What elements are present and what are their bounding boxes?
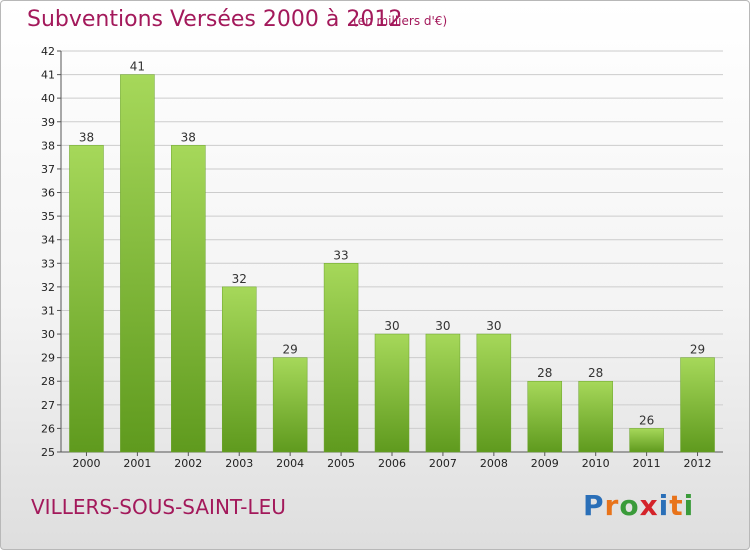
x-tick-label-2006: 2006 bbox=[378, 457, 406, 470]
proxiti-logo[interactable]: Proxiti bbox=[583, 489, 694, 522]
x-tick-label-2012: 2012 bbox=[684, 457, 712, 470]
bar-2005 bbox=[323, 263, 359, 453]
value-label-2011: 26 bbox=[639, 413, 654, 427]
x-tick-label-2007: 2007 bbox=[429, 457, 457, 470]
logo-letter: i bbox=[683, 489, 695, 522]
bar-2004 bbox=[272, 357, 308, 453]
bar-chart: 25 26 27 28 29 30 31 32 33 34 35 36 37 38 39 40 41 42 2000… bbox=[41, 45, 723, 470]
y-tick-label: 41 bbox=[41, 69, 55, 82]
logo-letter: P bbox=[583, 489, 605, 522]
y-tick-label: 28 bbox=[41, 375, 55, 388]
logo-letter: o bbox=[619, 489, 640, 522]
x-tick-label-2009: 2009 bbox=[531, 457, 559, 470]
x-tick-label-2008: 2008 bbox=[480, 457, 508, 470]
bar-2010 bbox=[578, 380, 613, 453]
logo-letter: r bbox=[604, 489, 620, 522]
chart-subtitle: (en milliers d'€) bbox=[353, 14, 448, 28]
x-tick-label-2003: 2003 bbox=[225, 457, 253, 470]
value-label-2005: 33 bbox=[333, 248, 348, 262]
value-label-2008: 30 bbox=[486, 319, 501, 333]
bar-2011 bbox=[629, 428, 664, 453]
y-tick-label: 33 bbox=[41, 257, 55, 270]
bar-2000 bbox=[69, 145, 104, 453]
value-label-2006: 30 bbox=[384, 319, 399, 333]
bar-2001 bbox=[120, 74, 155, 453]
logo-letter: t bbox=[669, 489, 684, 522]
commune-name: VILLERS-SOUS-SAINT-LEU bbox=[31, 495, 286, 519]
y-tick-label: 30 bbox=[41, 328, 55, 341]
logo-letter: i bbox=[658, 489, 670, 522]
logo-letter: x bbox=[639, 489, 659, 522]
x-tick-label-2011: 2011 bbox=[633, 457, 661, 470]
y-tick-label: 31 bbox=[41, 304, 55, 317]
bars bbox=[69, 74, 715, 453]
value-label-2010: 28 bbox=[588, 366, 603, 380]
value-label-2002: 38 bbox=[181, 130, 196, 144]
x-tick-label-2000: 2000 bbox=[72, 457, 100, 470]
bar-2012 bbox=[680, 357, 715, 453]
x-tick-label-2002: 2002 bbox=[174, 457, 202, 470]
x-tick-label-2004: 2004 bbox=[276, 457, 304, 470]
y-tick-label: 29 bbox=[41, 352, 55, 365]
value-label-2004: 29 bbox=[283, 343, 298, 357]
x-tick-label-2005: 2005 bbox=[327, 457, 355, 470]
y-tick-label: 38 bbox=[41, 139, 55, 152]
y-tick-label: 35 bbox=[41, 210, 55, 223]
y-tick-label: 27 bbox=[41, 399, 55, 412]
value-label-2009: 28 bbox=[537, 366, 552, 380]
value-labels: 38 41 38 32 29 33 30 30 30 28 28 26 29 bbox=[79, 60, 705, 428]
bar-2008 bbox=[476, 333, 512, 453]
y-tick-label: 37 bbox=[41, 163, 55, 176]
value-label-2007: 30 bbox=[435, 319, 450, 333]
value-label-2000: 38 bbox=[79, 130, 94, 144]
bar-2009 bbox=[527, 380, 563, 453]
chart-title: Subventions Versées 2000 à 2012 bbox=[27, 7, 403, 32]
y-tick-label: 42 bbox=[41, 45, 55, 58]
y-tick-label: 34 bbox=[41, 234, 55, 247]
bar-2006 bbox=[374, 333, 410, 453]
value-label-2003: 32 bbox=[232, 272, 247, 286]
y-tick-label: 39 bbox=[41, 116, 55, 129]
value-label-2012: 29 bbox=[690, 343, 705, 357]
bar-2003 bbox=[221, 286, 257, 453]
y-tick-label: 32 bbox=[41, 281, 55, 294]
y-tick-label: 26 bbox=[41, 422, 55, 435]
x-tick-label-2010: 2010 bbox=[582, 457, 610, 470]
bar-2007 bbox=[425, 333, 461, 453]
y-tick-label: 25 bbox=[41, 446, 55, 459]
x-tick-label-2001: 2001 bbox=[123, 457, 151, 470]
bar-2002 bbox=[171, 145, 206, 453]
y-tick-label: 40 bbox=[41, 92, 55, 105]
y-tick-label: 36 bbox=[41, 187, 55, 200]
value-label-2001: 41 bbox=[130, 60, 145, 74]
